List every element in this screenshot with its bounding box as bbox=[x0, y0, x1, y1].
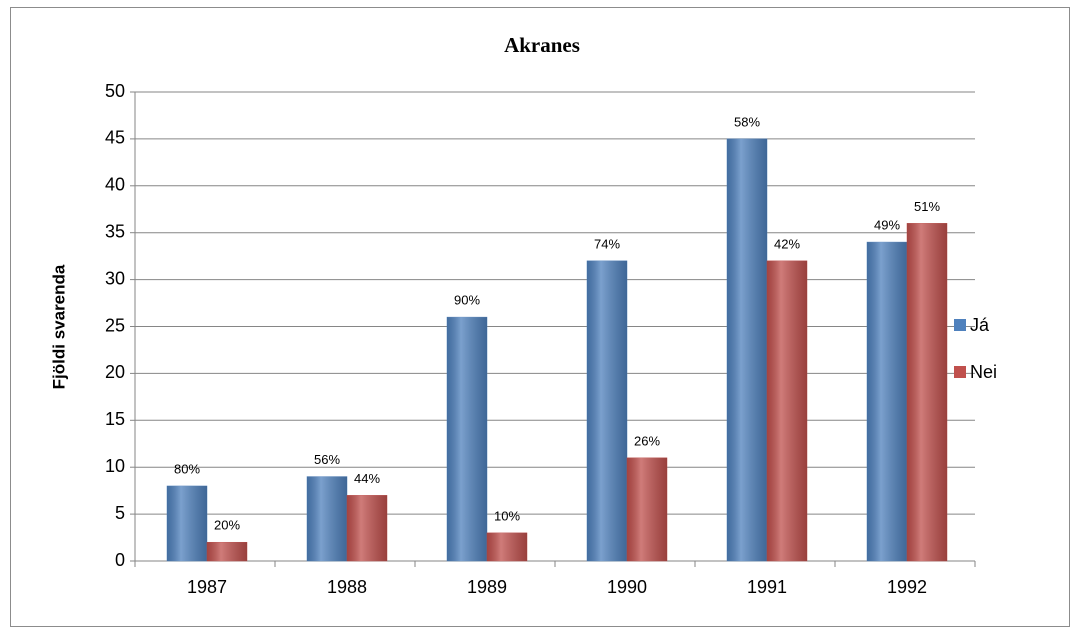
y-tick-label: 20 bbox=[105, 362, 125, 382]
y-tick-label: 25 bbox=[105, 315, 125, 335]
y-tick-label: 30 bbox=[105, 268, 125, 288]
data-label: 44% bbox=[354, 471, 380, 486]
data-label: 10% bbox=[494, 508, 520, 523]
bar-shine bbox=[727, 138, 767, 561]
legend-label: Nei bbox=[970, 362, 997, 382]
bar-shine bbox=[167, 485, 207, 561]
x-tick-label: 1988 bbox=[327, 577, 367, 597]
data-label: 51% bbox=[914, 199, 940, 214]
y-tick-label: 40 bbox=[105, 175, 125, 195]
bar-shine bbox=[767, 260, 807, 561]
bar-shine bbox=[907, 223, 947, 561]
x-tick-label: 1992 bbox=[887, 577, 927, 597]
x-tick-label: 1987 bbox=[187, 577, 227, 597]
bar-shine bbox=[487, 532, 527, 561]
data-label: 58% bbox=[734, 114, 760, 129]
legend-swatch bbox=[954, 319, 966, 331]
legend-swatch bbox=[954, 366, 966, 378]
y-tick-label: 45 bbox=[105, 128, 125, 148]
data-label: 74% bbox=[594, 236, 620, 251]
y-tick-label: 35 bbox=[105, 221, 125, 241]
data-label: 49% bbox=[874, 218, 900, 233]
data-label: 20% bbox=[214, 518, 240, 533]
bar-shine bbox=[867, 242, 907, 561]
bar-shine bbox=[627, 457, 667, 561]
data-label: 90% bbox=[454, 293, 480, 308]
data-label: 56% bbox=[314, 452, 340, 467]
x-tick-label: 1989 bbox=[467, 577, 507, 597]
y-tick-label: 50 bbox=[105, 81, 125, 101]
data-label: 80% bbox=[174, 461, 200, 476]
bar-shine bbox=[447, 317, 487, 561]
y-tick-label: 0 bbox=[115, 550, 125, 570]
y-tick-label: 15 bbox=[105, 409, 125, 429]
bar-shine bbox=[347, 495, 387, 561]
y-tick-label: 5 bbox=[115, 503, 125, 523]
bar-shine bbox=[307, 476, 347, 561]
legend-label: Já bbox=[970, 315, 990, 335]
bar-shine bbox=[207, 542, 247, 561]
y-tick-label: 10 bbox=[105, 456, 125, 476]
x-tick-label: 1990 bbox=[607, 577, 647, 597]
x-tick-label: 1991 bbox=[747, 577, 787, 597]
y-axis-label: Fjöldi svarenda bbox=[49, 264, 68, 389]
bar-shine bbox=[587, 260, 627, 561]
chart-title: Akranes bbox=[504, 33, 580, 57]
data-label: 42% bbox=[774, 236, 800, 251]
data-label: 26% bbox=[634, 433, 660, 448]
